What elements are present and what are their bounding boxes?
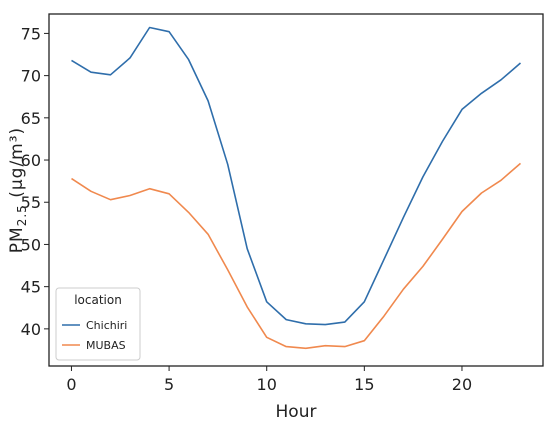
y-axis-label-main: PM <box>7 226 27 253</box>
y-axis-label-subscript: 2.5 <box>15 204 29 226</box>
y-axis-label: PM2.5 (μg/m³) <box>7 127 29 253</box>
legend-label-mubas: MUBAS <box>86 339 126 352</box>
legend-title: location <box>74 293 122 307</box>
y-tick-label: 45 <box>21 278 41 297</box>
y-tick-label: 75 <box>21 24 41 43</box>
x-tick-label: 15 <box>354 375 374 394</box>
x-axis-label: Hour <box>276 402 317 422</box>
series-layer <box>71 26 522 350</box>
y-tick-label: 50 <box>21 235 41 254</box>
y-axis-label-units: (μg/m³) <box>7 127 27 204</box>
y-tick-label: 40 <box>21 320 41 339</box>
y-tick-label: 55 <box>21 193 41 212</box>
y-tick-label: 65 <box>21 109 41 128</box>
series-line-chichiri <box>71 26 522 326</box>
x-tick-label: 20 <box>452 375 472 394</box>
y-axis-ticks: 40 45 50 55 60 65 70 75 <box>21 24 49 339</box>
y-tick-label: 60 <box>21 151 41 170</box>
x-axis-ticks: 0 5 10 15 20 <box>66 366 472 394</box>
x-tick-label: 5 <box>164 375 174 394</box>
y-tick-label: 70 <box>21 67 41 86</box>
x-tick-label: 10 <box>257 375 277 394</box>
x-tick-label: 0 <box>66 375 76 394</box>
legend-box <box>55 287 141 361</box>
legend: location Chichiri MUBAS <box>55 287 141 361</box>
legend-label-chichiri: Chichiri <box>86 319 127 332</box>
series-line-mubas <box>71 162 522 350</box>
